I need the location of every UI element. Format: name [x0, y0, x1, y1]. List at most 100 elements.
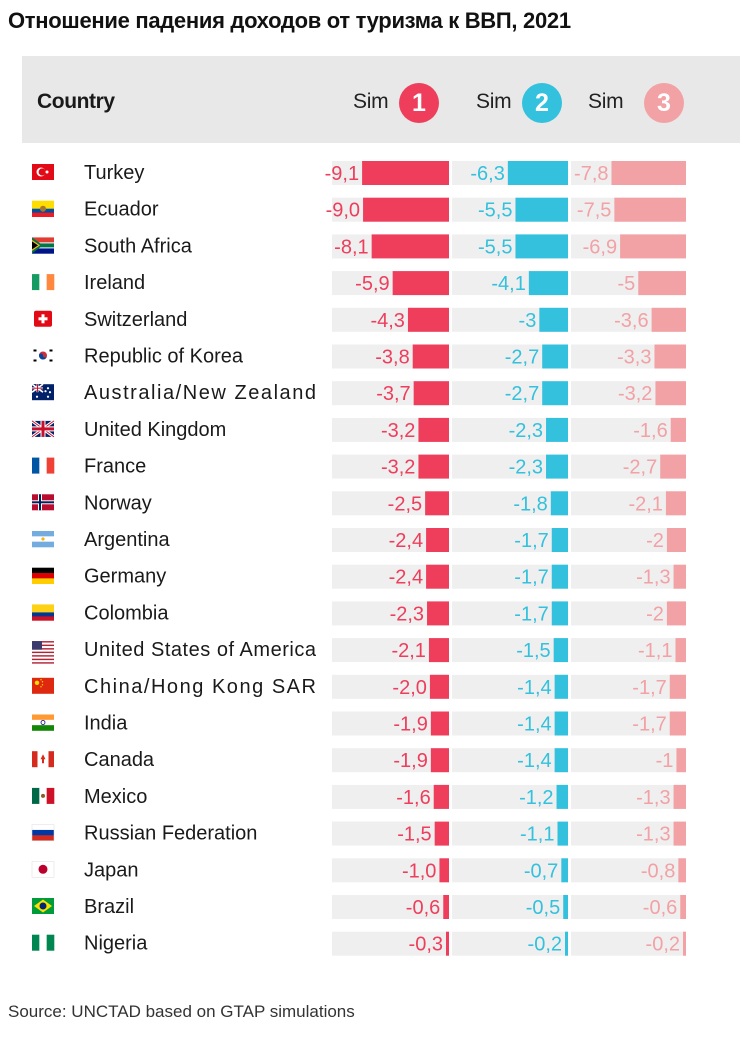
sim-2-bar: [557, 821, 568, 846]
table-row: India -1,9 -1,4 -1,7: [32, 711, 686, 736]
sim-3-badge: 3: [644, 83, 684, 123]
table-row: Australia/New Zealand -3,7 -2,7 -3,2: [31, 381, 686, 406]
country-label: Colombia: [84, 602, 169, 624]
sim-3-value-label: -1,7: [632, 677, 666, 699]
nigeria-flag-icon: [32, 934, 55, 951]
sim-2-bar: [546, 454, 568, 479]
sim-2-bar: [554, 711, 568, 736]
japan-flag-icon: [31, 861, 55, 878]
sim-2-bar: [542, 381, 568, 406]
sim-3-value-label: -7,8: [574, 163, 608, 185]
table-row: United Kingdom -3,2 -2,3 -1,6: [31, 417, 686, 442]
sim-1-bar: [407, 307, 449, 332]
bar-track: [571, 858, 686, 883]
sim-1-bar: [446, 931, 449, 956]
sim-2-value-label: -1,4: [517, 677, 551, 699]
sim-2-value-label: -2,3: [509, 457, 543, 479]
sim-3-bar: [638, 271, 686, 296]
sim-1-bar: [362, 161, 449, 185]
country-label: India: [84, 713, 128, 735]
sim-3-value-label: -3,6: [614, 310, 648, 332]
sim-1-value-label: -2,4: [389, 567, 423, 589]
sim-3-bar: [654, 344, 686, 369]
country-label: Russian Federation: [84, 823, 257, 845]
sim-1-value-label: -2,0: [392, 677, 426, 699]
mexico-flag-icon: [32, 787, 55, 804]
bar-track: [332, 931, 449, 956]
sim-3-bar: [673, 821, 686, 846]
sim-3-bar: [678, 858, 686, 883]
sim-3-bar: [665, 491, 686, 516]
sim-2-bar: [539, 307, 568, 332]
table-row: France -3,2 -2,3 -2,7: [32, 454, 686, 479]
country-label: Norway: [84, 492, 152, 514]
sim-1-value-label: -2,1: [391, 640, 425, 662]
country-label: France: [84, 456, 146, 478]
sim-3-value-label: -6,9: [583, 236, 617, 258]
table-row: Norway -2,5 -1,8 -2,1: [32, 491, 686, 516]
sim-2-bar: [551, 528, 568, 552]
sim-2-bar: [556, 784, 568, 809]
sim-2-bar: [550, 491, 568, 516]
sim-2-value-label: -1,8: [513, 493, 547, 515]
sim-1-bar: [392, 271, 449, 296]
bar-track: [332, 895, 449, 919]
ecuador-flag-icon: [32, 200, 54, 217]
sim-1-value-label: -3,2: [381, 420, 415, 442]
sim-1-value-label: -5,9: [355, 273, 389, 295]
sim-2-bar: [551, 601, 568, 626]
sim-3-value-label: -1,7: [632, 714, 666, 736]
sim-2-bar: [554, 748, 568, 773]
sim-2-value-label: -6,3: [470, 163, 504, 185]
sim-3-value-label: -1,6: [633, 420, 667, 442]
country-label: Turkey: [84, 162, 144, 184]
sim-3-value-label: -1,3: [636, 824, 670, 846]
sim-2-value-label: -3: [519, 310, 537, 332]
bar-track: [332, 784, 449, 809]
sim-3-bar: [670, 417, 686, 442]
sim-1-value-label: -2,3: [390, 603, 424, 625]
sim-2-bar: [507, 161, 568, 185]
bar-track: [332, 711, 449, 736]
sim-1-bar: [428, 638, 449, 663]
bar-track: [452, 674, 568, 699]
sim-1-bar: [412, 344, 449, 369]
table-row: South Africa -8,1 -5,5 -6,9: [32, 234, 686, 259]
sim-1-value-label: -4,3: [370, 310, 404, 332]
sim-2-bar: [546, 417, 568, 442]
sim-1-badge: 1: [399, 83, 439, 123]
table-row: Brazil -0,6 -0,5 -0,6: [32, 895, 686, 919]
country-label: Japan: [84, 859, 139, 881]
sim-3-value-label: -2,1: [628, 493, 662, 515]
bar-track: [452, 858, 568, 883]
country-label: United States of America: [84, 639, 317, 661]
bar-track: [332, 674, 449, 699]
sim-3-value-label: -7,5: [577, 200, 611, 222]
sim-1-bar: [429, 674, 449, 699]
sim-3-value-label: -2: [646, 530, 664, 552]
country-label: Germany: [84, 566, 166, 588]
sim-3-value-label: -2,7: [623, 457, 657, 479]
sim-3-bar: [669, 674, 686, 699]
bar-track: [571, 748, 686, 773]
china-flag-icon: [32, 677, 54, 694]
bar-track: [452, 748, 568, 773]
sim-2-badge: 2: [522, 83, 562, 123]
sim-2-bar: [515, 197, 568, 222]
country-label: Brazil: [84, 896, 134, 918]
bar-track: [452, 784, 568, 809]
sim-3-value-label: -2: [646, 603, 664, 625]
sim-2-bar: [553, 638, 568, 663]
table-row: Colombia -2,3 -1,7 -2: [32, 601, 686, 626]
argentina-flag-icon: [32, 531, 54, 548]
sim-1-value-label: -1,6: [396, 787, 430, 809]
sim-3-value-label: -1,3: [636, 567, 670, 589]
sim-3-value-label: -0,8: [641, 860, 675, 882]
table-row: Mexico -1,6 -1,2 -1,3: [32, 784, 686, 809]
switzerland-flag-icon: [34, 310, 52, 327]
sim-3-bar: [680, 895, 686, 919]
sim-1-bar: [371, 234, 449, 259]
sim-2-value-label: -1,5: [516, 640, 550, 662]
sim-3-bar: [666, 601, 686, 626]
sim-1-value-label: -1,9: [393, 714, 427, 736]
